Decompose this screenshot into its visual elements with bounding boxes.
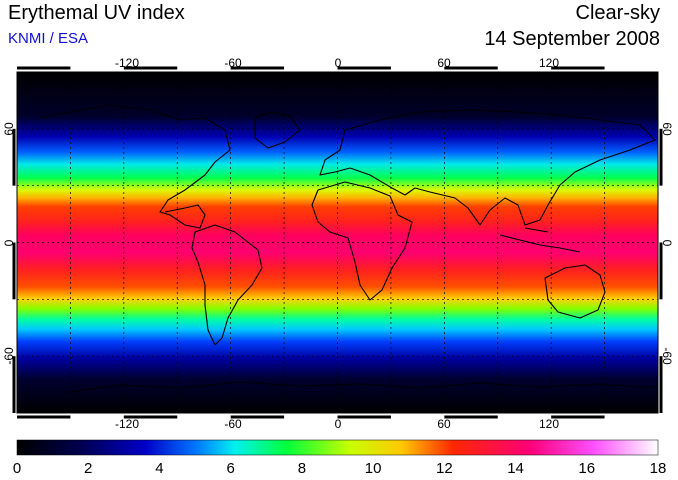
credit-label: KNMI / ESA bbox=[8, 30, 89, 47]
colorbar-tick-label: 4 bbox=[155, 460, 163, 477]
lat-tick-left: -60 bbox=[2, 347, 16, 365]
coastline-eurasia bbox=[319, 109, 656, 226]
colorbar-labels: 0 2 4 6 8 10 12 14 16 18 bbox=[13, 460, 667, 477]
lon-tick-bottom: -60 bbox=[224, 417, 242, 431]
lat-tick-right: -60 bbox=[660, 347, 674, 365]
coastline-antarctica bbox=[69, 381, 656, 393]
graticule bbox=[17, 72, 658, 413]
coastline-australia bbox=[544, 264, 606, 319]
colorbar-tick-label: 2 bbox=[84, 460, 92, 477]
coastline-south-america bbox=[191, 224, 263, 346]
colorbar-tick-label: 8 bbox=[298, 460, 306, 477]
colorbar bbox=[16, 439, 659, 456]
colorbar-tick-label: 0 bbox=[13, 460, 21, 477]
map-frame bbox=[16, 71, 659, 414]
colorbar-tick-label: 10 bbox=[365, 460, 382, 477]
date-label: 14 September 2008 bbox=[484, 28, 660, 50]
lon-tick-bottom: 60 bbox=[437, 417, 451, 431]
colorbar-tick-label: 12 bbox=[436, 460, 453, 477]
lon-tick-top: 0 bbox=[335, 56, 342, 70]
colorbar-tick-label: 14 bbox=[507, 460, 524, 477]
coastline-north-america bbox=[39, 104, 231, 229]
coastline-greenland bbox=[254, 111, 301, 149]
sky-mode-label: Clear-sky bbox=[575, 2, 660, 24]
coastlines bbox=[39, 104, 656, 393]
lon-tick-top: -120 bbox=[115, 56, 139, 70]
lon-tick-top: -60 bbox=[224, 56, 242, 70]
colorbar-tick-label: 16 bbox=[578, 460, 595, 477]
lat-tick-right: 60 bbox=[660, 122, 674, 136]
coastline-africa bbox=[311, 181, 413, 301]
lon-tick-bottom: -120 bbox=[115, 417, 139, 431]
colorbar-tick-label: 6 bbox=[226, 460, 234, 477]
colorbar-tick-label: 18 bbox=[650, 460, 667, 477]
lon-tick-top: 120 bbox=[539, 56, 559, 70]
lon-tick-bottom: 0 bbox=[335, 417, 342, 431]
lat-tick-left: 60 bbox=[2, 122, 16, 136]
lon-tick-top: 60 bbox=[437, 56, 451, 70]
lon-tick-bottom: 120 bbox=[539, 417, 559, 431]
axis-ticks bbox=[12, 66, 663, 419]
map-title: Erythemal UV index bbox=[8, 2, 185, 24]
lat-tick-right: 0 bbox=[660, 240, 674, 247]
coastline-indonesia bbox=[499, 227, 581, 253]
lat-tick-left: 0 bbox=[2, 239, 16, 246]
